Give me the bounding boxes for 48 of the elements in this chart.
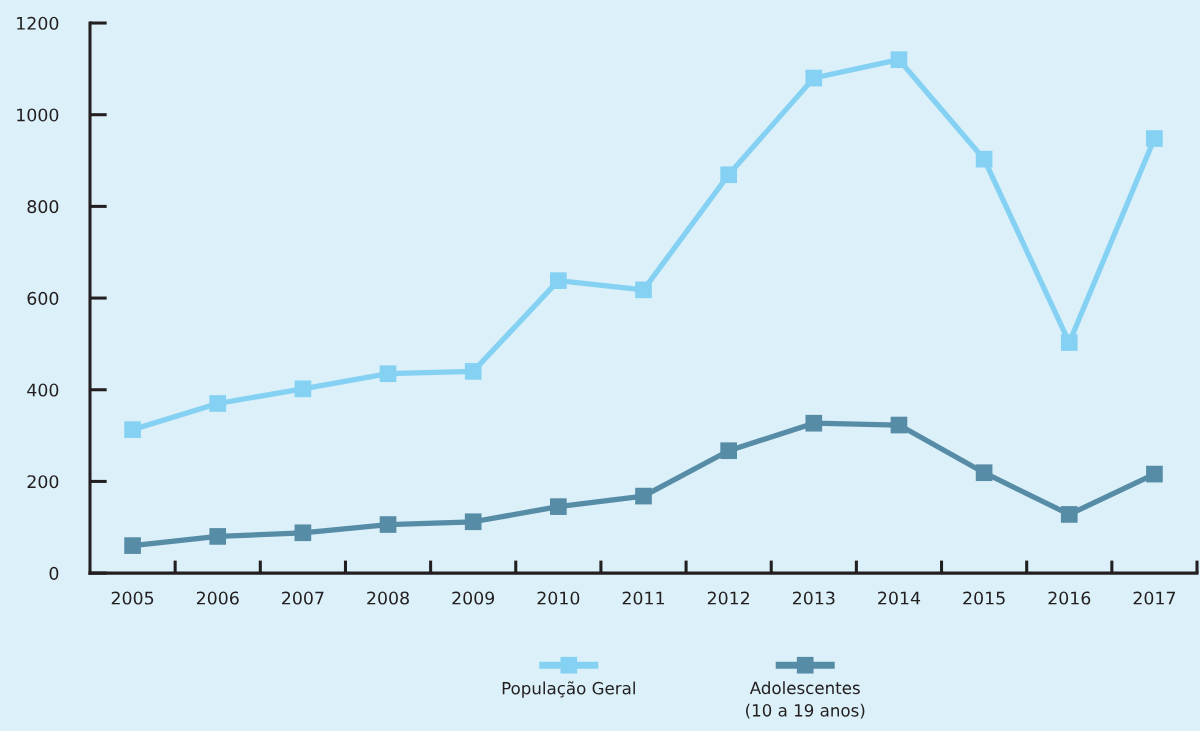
- point: [720, 442, 737, 460]
- point: [805, 414, 823, 432]
- point: [890, 51, 908, 69]
- point: [720, 166, 737, 184]
- point: [635, 281, 652, 299]
- point: [805, 69, 823, 87]
- x-tick-label: 2011: [622, 591, 664, 605]
- point: [209, 395, 227, 412]
- legend-label: Adolescentes (10 a 19 anos): [746, 681, 865, 719]
- x-tick-label: 2010: [537, 591, 580, 605]
- x-tick-label: 2016: [1048, 591, 1091, 605]
- legend-label: População Geral: [502, 681, 635, 698]
- point: [635, 487, 652, 505]
- point: [1060, 506, 1078, 523]
- point: [550, 498, 567, 515]
- x-tick-label: 2008: [367, 591, 409, 605]
- x-tick-label: 2006: [196, 591, 239, 605]
- x-tick-label: 2005: [111, 591, 154, 605]
- point: [550, 272, 567, 289]
- point: [124, 537, 141, 554]
- point: [379, 516, 397, 533]
- point: [379, 365, 397, 383]
- y-tick-label: 200: [27, 475, 59, 489]
- point: [464, 363, 482, 380]
- x-tick-label: 2013: [792, 591, 835, 605]
- point: [294, 380, 312, 398]
- x-tick-label: 2015: [963, 591, 1005, 605]
- point: [209, 528, 227, 545]
- y-tick-label: 1000: [17, 108, 59, 122]
- y-tick-label: 0: [49, 566, 59, 580]
- point: [294, 524, 312, 542]
- y-tick-label: 1200: [17, 16, 59, 30]
- point: [890, 416, 908, 434]
- x-tick-label: 2007: [282, 591, 324, 605]
- x-tick-label: 2014: [878, 591, 921, 605]
- y-tick-label: 400: [27, 383, 59, 397]
- x-tick-label: 2017: [1133, 591, 1176, 605]
- point: [1146, 465, 1163, 483]
- point: [1060, 334, 1078, 351]
- point: [464, 513, 482, 531]
- x-tick-label: 2012: [707, 591, 750, 605]
- point: [124, 421, 141, 438]
- y-tick-label: 600: [27, 291, 59, 305]
- x-tick-label: 2009: [452, 591, 495, 605]
- point: [975, 150, 993, 168]
- point: [1146, 130, 1163, 147]
- point: [975, 464, 993, 482]
- y-tick-label: 800: [27, 200, 59, 214]
